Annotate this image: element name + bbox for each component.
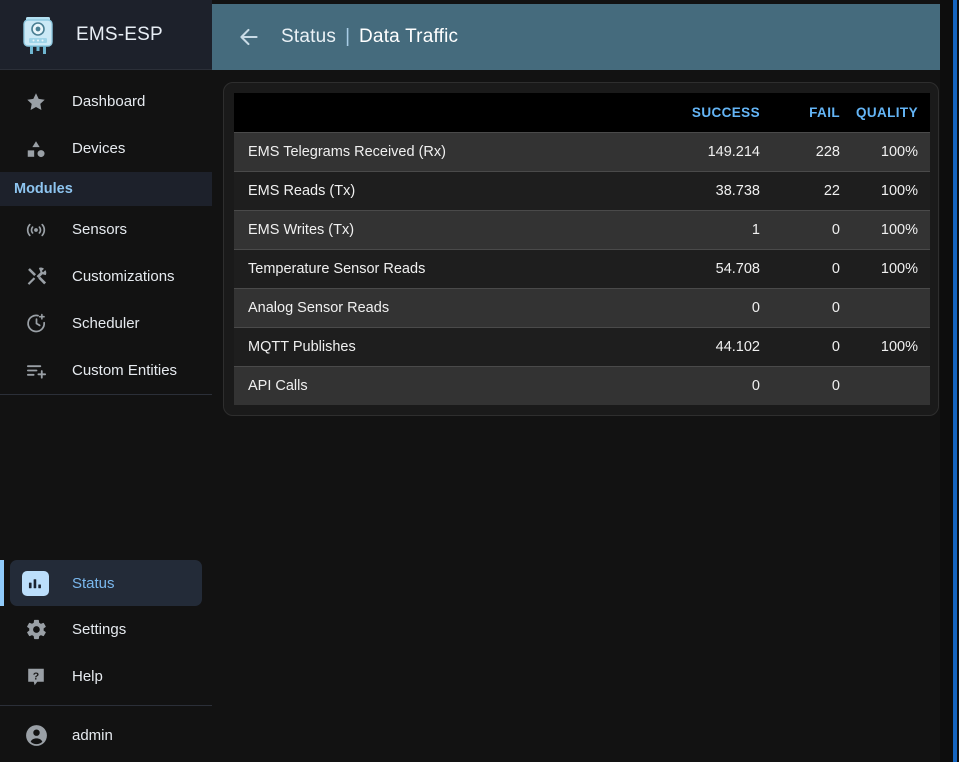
column-header-quality: QUALITY (852, 93, 930, 133)
table-header: SUCCESS FAIL QUALITY (234, 93, 930, 133)
vertical-scrollbar[interactable] (953, 0, 957, 762)
cell-quality (852, 366, 930, 405)
sidebar: EMS-ESP Dashboard De (0, 0, 212, 762)
table-row[interactable]: EMS Telegrams Received (Rx) 149.214 228 100… (234, 132, 930, 172)
sidebar-item-label: Status (72, 574, 115, 592)
sidebar-divider (0, 394, 212, 395)
sidebar-user-divider (0, 705, 212, 706)
cell-fail: 0 (772, 249, 852, 289)
cell-quality: 100% (852, 249, 930, 289)
table-header-row: SUCCESS FAIL QUALITY (234, 93, 930, 133)
bar-chart-icon (22, 570, 49, 596)
table-row[interactable]: EMS Reads (Tx) 38.738 22 100% (234, 171, 930, 211)
sidebar-item-label: Customizations (72, 268, 175, 285)
panel-wrapper: SUCCESS FAIL QUALITY EMS Telegrams Recei… (212, 70, 959, 416)
cell-fail: 0 (772, 327, 852, 367)
cell-success: 149.214 (664, 132, 772, 172)
sidebar-item-label: Help (72, 668, 103, 685)
app-title: EMS-ESP (76, 23, 163, 45)
sidebar-nav-bottom: Status Settings ? Help (0, 560, 212, 700)
cell-name: Temperature Sensor Reads (234, 249, 664, 289)
cell-name: EMS Writes (Tx) (234, 210, 664, 250)
breadcrumb-current: Data Traffic (359, 26, 459, 47)
cell-success: 54.708 (664, 249, 772, 289)
sidebar-item-help[interactable]: ? Help (0, 653, 212, 700)
sidebar-item-settings[interactable]: Settings (0, 606, 212, 653)
account-circle-icon (22, 721, 50, 749)
sidebar-nav-top: Dashboard Devices (0, 70, 212, 172)
column-header-name (234, 93, 664, 133)
cell-name: EMS Telegrams Received (Rx) (234, 132, 664, 172)
cell-success: 38.738 (664, 171, 772, 211)
sidebar-item-user[interactable]: admin (0, 708, 212, 762)
cell-quality: 100% (852, 210, 930, 250)
table-row[interactable]: API Calls 0 0 (234, 366, 930, 405)
table-row[interactable]: Temperature Sensor Reads 54.708 0 100% (234, 249, 930, 289)
cell-success: 1 (664, 210, 772, 250)
clock-plus-icon (22, 310, 50, 338)
gear-icon (22, 616, 50, 644)
sidebar-item-label: Settings (72, 621, 127, 638)
sidebar-item-label: Devices (72, 140, 126, 157)
cell-quality (852, 288, 930, 328)
sidebar-user-label: admin (72, 726, 113, 744)
column-header-fail: FAIL (772, 93, 852, 133)
table-body: EMS Telegrams Received (Rx) 149.214 228 100… (234, 132, 930, 405)
app-logo-block[interactable]: EMS-ESP (0, 0, 212, 70)
cell-success: 44.102 (664, 327, 772, 367)
cell-quality: 100% (852, 132, 930, 172)
cell-name: MQTT Publishes (234, 327, 664, 367)
sidebar-item-scheduler[interactable]: Scheduler (0, 300, 212, 347)
sidebar-spacer (0, 395, 212, 560)
boiler-icon (18, 13, 58, 57)
cell-name: EMS Reads (Tx) (234, 171, 664, 211)
sidebar-item-label: Custom Entities (72, 362, 178, 379)
sidebar-section-modules: Modules (0, 172, 212, 206)
sidebar-item-dashboard[interactable]: Dashboard (0, 78, 212, 125)
sidebar-item-sensors[interactable]: Sensors (0, 206, 212, 253)
breadcrumb-separator: | (345, 26, 351, 47)
tools-icon (22, 263, 50, 291)
column-header-success: SUCCESS (664, 93, 772, 133)
sidebar-nav-modules: Sensors Customizations (0, 206, 212, 394)
cell-name: API Calls (234, 366, 664, 405)
cell-fail: 0 (772, 288, 852, 328)
table-row[interactable]: EMS Writes (Tx) 1 0 100% (234, 210, 930, 250)
cell-quality: 100% (852, 327, 930, 367)
cell-success: 0 (664, 366, 772, 405)
data-traffic-table: SUCCESS FAIL QUALITY EMS Telegrams Recei… (234, 93, 930, 405)
cell-fail: 228 (772, 132, 852, 172)
arrow-left-icon[interactable] (232, 20, 266, 54)
sidebar-item-custom-entities[interactable]: Custom Entities (0, 347, 212, 394)
cell-quality: 100% (852, 171, 930, 211)
data-traffic-panel: SUCCESS FAIL QUALITY EMS Telegrams Recei… (223, 82, 939, 416)
sidebar-item-customizations[interactable]: Customizations (0, 253, 212, 300)
shapes-icon (22, 135, 50, 163)
cell-name: Analog Sensor Reads (234, 288, 664, 328)
breadcrumb-parent[interactable]: Status (281, 26, 337, 47)
sidebar-item-label: Scheduler (72, 315, 140, 332)
cell-fail: 0 (772, 366, 852, 405)
list-plus-icon (22, 357, 50, 385)
cell-fail: 22 (772, 171, 852, 211)
cell-fail: 0 (772, 210, 852, 250)
sidebar-item-label: Dashboard (72, 93, 146, 110)
main-content: Status | Data Traffic SUCCESS FAIL (212, 0, 959, 762)
breadcrumb: Status | Data Traffic (281, 26, 458, 48)
sidebar-item-label: Sensors (72, 221, 128, 238)
table-row[interactable]: MQTT Publishes 44.102 0 100% (234, 327, 930, 367)
sidebar-item-devices[interactable]: Devices (0, 125, 212, 172)
cell-success: 0 (664, 288, 772, 328)
star-icon (22, 88, 50, 116)
sensor-broadcast-icon (22, 216, 50, 244)
help-question-icon: ? (22, 663, 50, 691)
svg-text:?: ? (33, 670, 39, 682)
table-row[interactable]: Analog Sensor Reads 0 0 (234, 288, 930, 328)
top-app-bar: Status | Data Traffic (212, 4, 940, 70)
sidebar-item-status[interactable]: Status (0, 560, 202, 606)
